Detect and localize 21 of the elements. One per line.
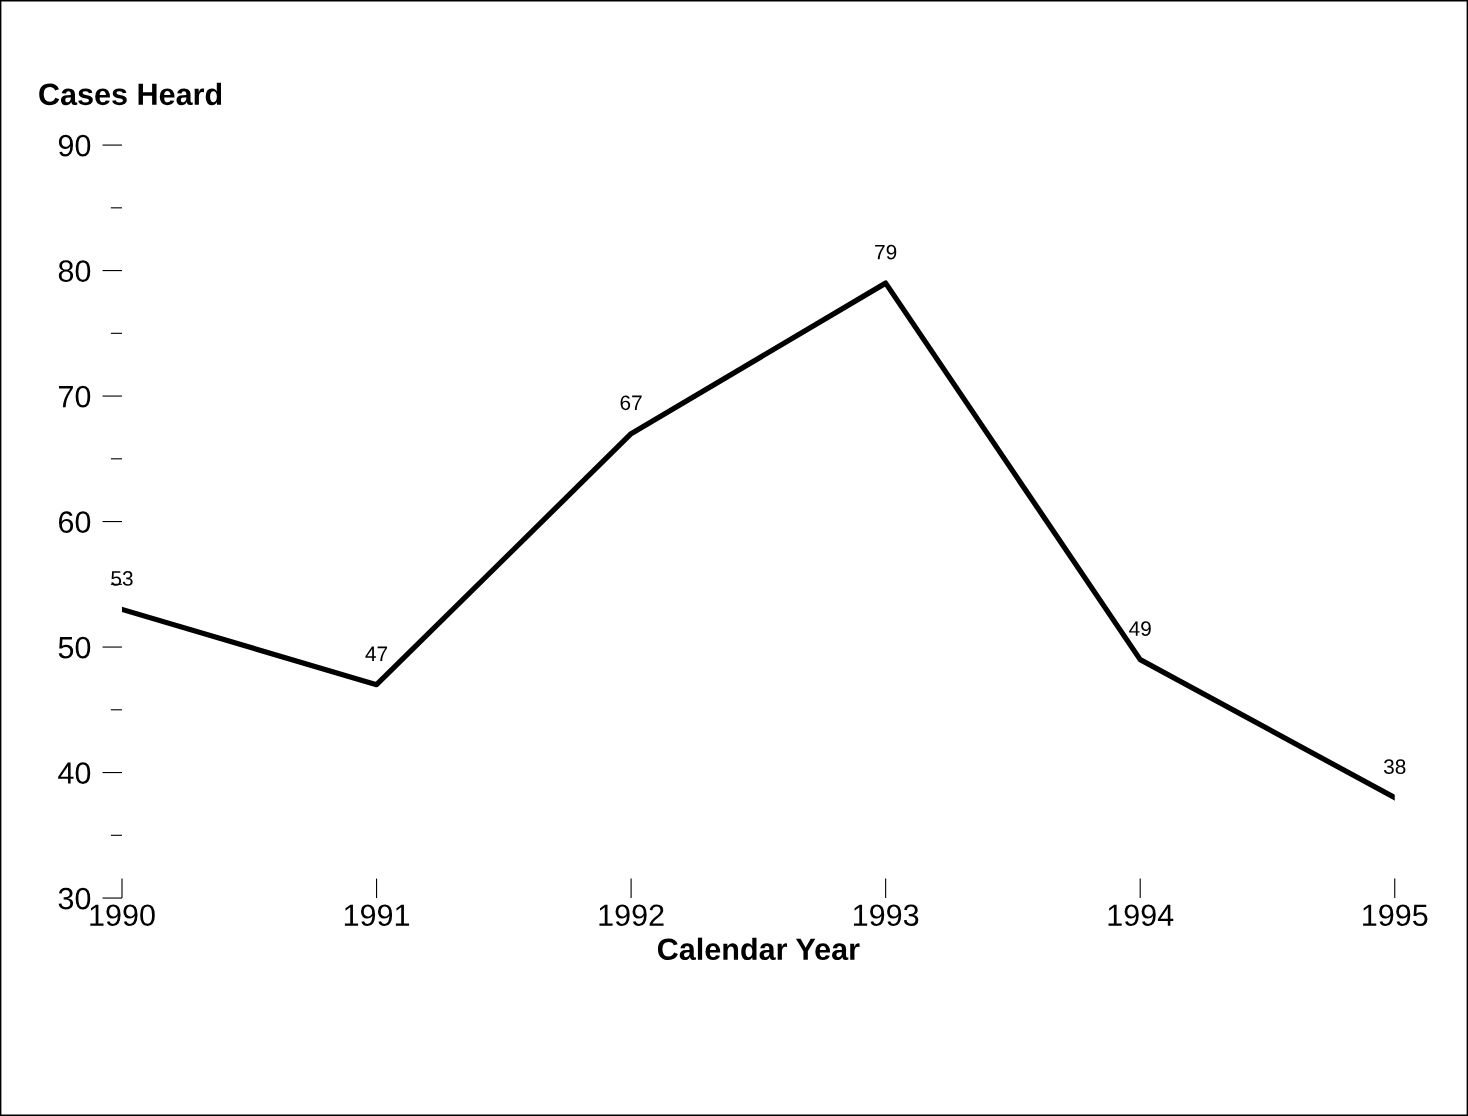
y-tick-label: 80	[58, 260, 91, 282]
y-tick-label: 60	[59, 511, 91, 533]
x-tick-label: 1990	[90, 904, 155, 927]
y-tick-label: 50	[58, 636, 91, 659]
data-label: 49	[1129, 621, 1151, 637]
data-label: 79	[875, 244, 897, 260]
data-label: 53	[111, 571, 133, 586]
data-label: 47	[365, 646, 388, 661]
y-tick-label: 70	[59, 385, 91, 408]
x-axis-title: Calendar Year	[657, 937, 860, 961]
data-label: 38	[1383, 759, 1406, 775]
data-label: 67	[620, 395, 642, 411]
x-tick-label: 1994	[1108, 904, 1174, 927]
y-tick-label: 40	[58, 762, 91, 784]
x-tick-label: 1991	[344, 904, 410, 927]
y-tick-label: 90	[58, 134, 91, 157]
x-tick-label: 1993	[853, 904, 919, 927]
x-tick-label: 1992	[599, 904, 664, 927]
y-tick-label: 30	[58, 887, 91, 910]
x-tick-label: 1995	[1363, 904, 1428, 927]
y-axis-title: Cases Heard	[39, 82, 222, 106]
